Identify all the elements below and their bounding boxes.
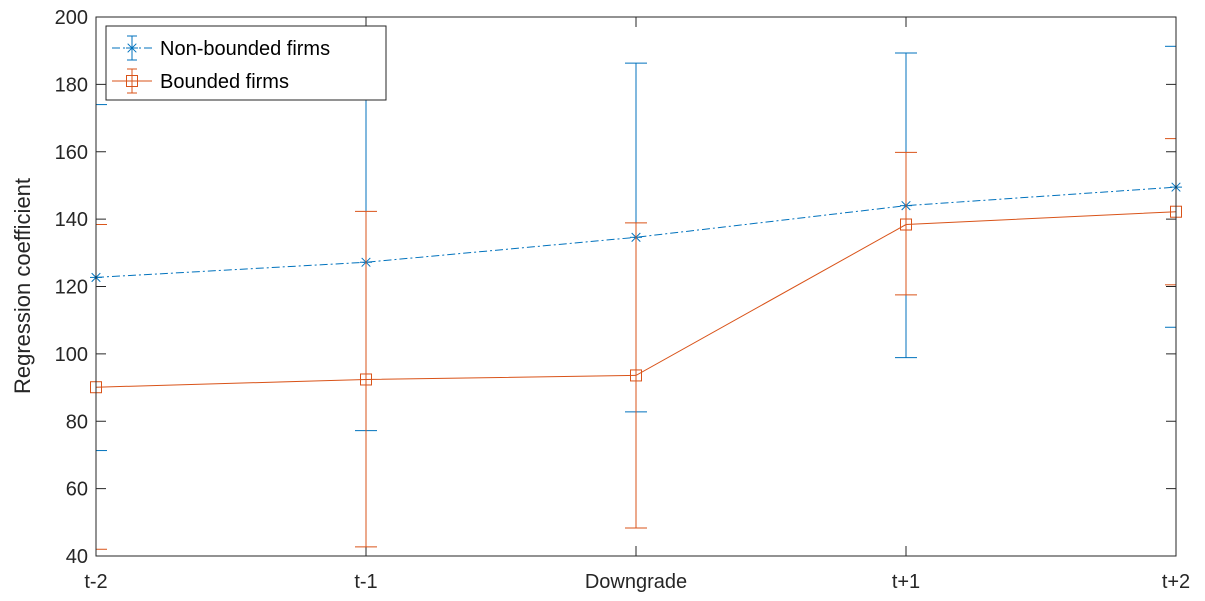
series-line — [95, 211, 1177, 388]
data-point — [900, 218, 912, 231]
x-axis-ticks: t-2 t-1 Downgrade t+1 t+2 — [84, 17, 1190, 593]
x-tick-label: t+1 — [892, 571, 920, 593]
legend-marker — [126, 75, 138, 87]
y-tick-label: 160 — [55, 142, 88, 164]
legend: Non-bounded firms Bounded firms — [105, 25, 387, 101]
legend-label: Non-bounded firms — [160, 38, 330, 60]
y-tick-label: 180 — [55, 74, 88, 96]
data-point — [630, 369, 642, 382]
y-tick-label: 80 — [66, 411, 88, 433]
y-tick-label: 60 — [66, 479, 88, 501]
y-tick-label: 120 — [55, 277, 88, 299]
y-tick-label: 40 — [66, 546, 88, 568]
legend-marker — [126, 42, 138, 54]
y-tick-label: 140 — [55, 209, 88, 231]
y-tick-label: 100 — [55, 344, 88, 366]
x-tick-label: Downgrade — [585, 571, 687, 593]
data-point — [360, 373, 372, 386]
x-tick-label: t+2 — [1162, 571, 1190, 593]
series-layer — [90, 45, 1182, 550]
series-line — [95, 186, 1177, 278]
plot-frame — [95, 16, 1177, 557]
x-tick-label: t-2 — [84, 571, 107, 593]
y-axis-ticks: 40 60 80 100 120 140 160 180 200 — [55, 7, 1176, 568]
legend-label: Bounded firms — [160, 71, 289, 93]
legend-items: Non-bounded firms Bounded firms — [112, 35, 330, 94]
legend-box — [105, 25, 387, 101]
legend-item-1: Bounded firms — [112, 68, 289, 94]
marker-stroke — [127, 43, 137, 53]
x-tick-label: t-1 — [354, 571, 377, 593]
y-axis-label: Regression coefficient — [10, 178, 35, 394]
y-tick-label: 200 — [55, 7, 88, 29]
legend-item-0: Non-bounded firms — [112, 35, 330, 61]
